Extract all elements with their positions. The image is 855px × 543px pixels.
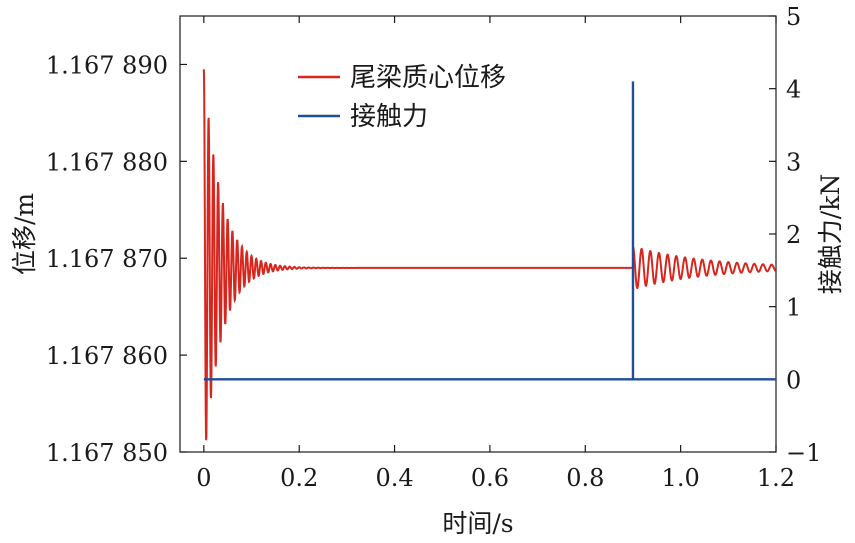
y-right-tick-label: −1 bbox=[786, 439, 821, 467]
x-tick-label: 1.2 bbox=[757, 464, 795, 492]
legend-label-force: 接触力 bbox=[350, 102, 428, 132]
y-left-tick-label: 1.167 880 bbox=[46, 148, 168, 176]
x-tick-label: 0.6 bbox=[471, 464, 509, 492]
tick-labels: 0 0.2 0.4 0.6 0.8 1.0 1.2 1.167 850 1.167 860 1.1… bbox=[46, 3, 822, 492]
legend-label-displacement: 尾梁质心位移 bbox=[350, 63, 506, 93]
y-right-tick-label: 0 bbox=[786, 366, 801, 394]
y-axis-left-title: 位移/m bbox=[10, 193, 39, 275]
series-layer bbox=[202, 69, 776, 441]
x-tick-label: 0.8 bbox=[566, 464, 604, 492]
y-left-tick-label: 1.167 860 bbox=[46, 342, 168, 370]
x-axis-title: 时间/s bbox=[442, 509, 513, 538]
x-tick-label: 0.2 bbox=[280, 464, 318, 492]
y-right-tick-label: 3 bbox=[786, 148, 801, 176]
x-tick-label: 1.0 bbox=[662, 464, 700, 492]
y-right-tick-label: 5 bbox=[786, 3, 801, 31]
series-line-displacement bbox=[202, 69, 776, 441]
x-tick-label: 0 bbox=[196, 464, 211, 492]
y-right-tick-label: 1 bbox=[786, 294, 801, 322]
y-left-tick-label: 1.167 850 bbox=[46, 439, 168, 467]
y-left-tick-label: 1.167 870 bbox=[46, 245, 168, 273]
series-line-force bbox=[203, 81, 776, 381]
legend: 尾梁质心位移 接触力 bbox=[298, 63, 506, 132]
y-right-tick-label: 4 bbox=[786, 76, 801, 104]
y-axis-right-title: 接触力/kN bbox=[816, 174, 845, 294]
y-left-tick-label: 1.167 890 bbox=[46, 51, 168, 79]
x-tick-label: 0.4 bbox=[375, 464, 413, 492]
y-right-tick-label: 2 bbox=[786, 221, 801, 249]
